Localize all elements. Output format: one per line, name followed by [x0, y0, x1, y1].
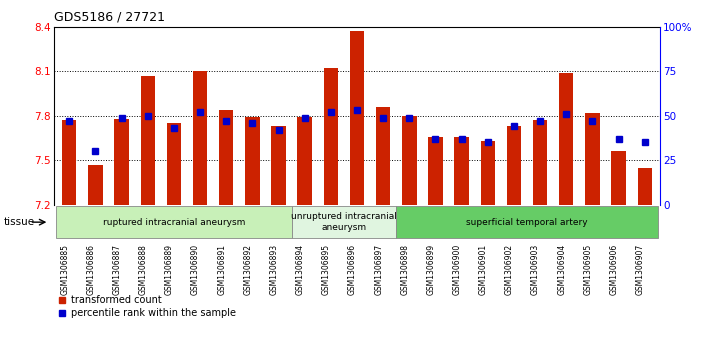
Text: GSM1306904: GSM1306904	[557, 244, 566, 295]
Text: GSM1306885: GSM1306885	[60, 244, 69, 295]
Text: GSM1306890: GSM1306890	[191, 244, 200, 295]
Legend: transformed count, percentile rank within the sample: transformed count, percentile rank withi…	[59, 295, 236, 318]
Bar	[291, 207, 396, 238]
Text: GSM1306897: GSM1306897	[374, 244, 383, 295]
Bar	[166, 123, 181, 205]
Bar	[585, 113, 600, 205]
Text: GSM1306886: GSM1306886	[86, 244, 96, 295]
Bar	[376, 107, 391, 205]
Text: tissue: tissue	[4, 217, 35, 227]
Text: GSM1306902: GSM1306902	[505, 244, 514, 295]
Bar	[56, 207, 291, 238]
Bar	[271, 126, 286, 205]
Bar	[62, 120, 76, 205]
Bar	[559, 73, 573, 205]
Text: GSM1306888: GSM1306888	[139, 244, 148, 294]
Bar	[507, 126, 521, 205]
Bar	[428, 136, 443, 205]
Bar	[114, 119, 129, 205]
Text: GSM1306896: GSM1306896	[348, 244, 357, 295]
Text: GSM1306895: GSM1306895	[322, 244, 331, 295]
Bar	[611, 151, 625, 205]
Bar	[396, 207, 658, 238]
Bar	[638, 168, 652, 205]
Text: GSM1306906: GSM1306906	[610, 244, 618, 295]
Text: ruptured intracranial aneurysm: ruptured intracranial aneurysm	[103, 218, 245, 227]
Bar	[89, 165, 103, 205]
Bar	[402, 116, 416, 205]
Text: GSM1306907: GSM1306907	[635, 244, 645, 295]
Bar	[350, 31, 364, 205]
Bar	[219, 110, 233, 205]
Text: GSM1306903: GSM1306903	[531, 244, 540, 295]
Text: superficial temporal artery: superficial temporal artery	[466, 218, 588, 227]
Text: GSM1306894: GSM1306894	[296, 244, 305, 295]
Bar	[245, 117, 260, 205]
Bar	[481, 141, 495, 205]
Text: GSM1306899: GSM1306899	[426, 244, 436, 295]
Bar	[141, 76, 155, 205]
Bar	[533, 120, 548, 205]
Text: GSM1306900: GSM1306900	[453, 244, 462, 295]
Bar	[298, 117, 312, 205]
Text: GDS5186 / 27721: GDS5186 / 27721	[54, 10, 164, 23]
Bar	[193, 72, 207, 205]
Text: GSM1306905: GSM1306905	[583, 244, 593, 295]
Text: GSM1306892: GSM1306892	[243, 244, 252, 295]
Text: GSM1306887: GSM1306887	[113, 244, 121, 295]
Text: GSM1306898: GSM1306898	[401, 244, 409, 295]
Text: unruptured intracranial
aneurysm: unruptured intracranial aneurysm	[291, 212, 397, 232]
Text: GSM1306893: GSM1306893	[269, 244, 278, 295]
Bar	[323, 68, 338, 205]
Text: GSM1306889: GSM1306889	[165, 244, 174, 295]
Text: GSM1306891: GSM1306891	[217, 244, 226, 295]
Bar	[454, 136, 469, 205]
Text: GSM1306901: GSM1306901	[479, 244, 488, 295]
